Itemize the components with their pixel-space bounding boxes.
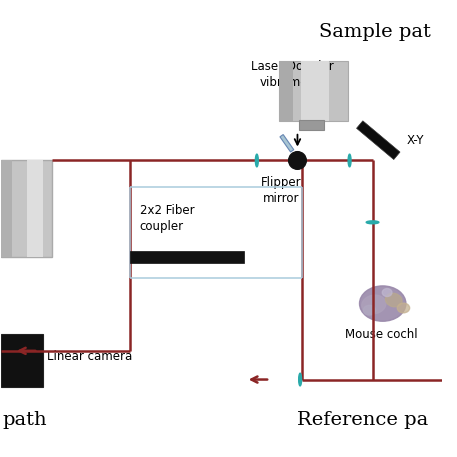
Ellipse shape	[397, 303, 409, 313]
Ellipse shape	[362, 295, 386, 314]
FancyBboxPatch shape	[1, 159, 52, 257]
Text: Flipper
mirror: Flipper mirror	[261, 175, 302, 204]
Text: Laser Doppler
vibrometer: Laser Doppler vibrometer	[251, 60, 334, 89]
Text: Mouse cochl: Mouse cochl	[345, 328, 418, 341]
FancyBboxPatch shape	[130, 251, 244, 263]
Text: Linear camera: Linear camera	[47, 350, 133, 363]
Text: Sample pat: Sample pat	[319, 23, 430, 41]
FancyBboxPatch shape	[1, 159, 12, 257]
Text: X-Y: X-Y	[407, 134, 425, 147]
Ellipse shape	[366, 221, 379, 224]
FancyBboxPatch shape	[299, 120, 324, 130]
FancyBboxPatch shape	[1, 334, 43, 388]
Ellipse shape	[348, 154, 351, 167]
FancyBboxPatch shape	[302, 61, 329, 121]
Ellipse shape	[385, 293, 402, 307]
Ellipse shape	[360, 286, 406, 321]
Ellipse shape	[363, 305, 376, 315]
FancyBboxPatch shape	[27, 159, 43, 257]
Text: path: path	[3, 411, 48, 430]
Text: 2x2 Fiber
coupler: 2x2 Fiber coupler	[140, 204, 194, 233]
Circle shape	[289, 152, 306, 170]
FancyBboxPatch shape	[279, 61, 293, 121]
Polygon shape	[356, 121, 400, 159]
FancyBboxPatch shape	[279, 61, 348, 121]
Ellipse shape	[299, 373, 302, 386]
Ellipse shape	[255, 154, 258, 167]
Polygon shape	[280, 134, 294, 152]
Ellipse shape	[382, 288, 392, 297]
Text: Reference pa: Reference pa	[297, 411, 428, 430]
